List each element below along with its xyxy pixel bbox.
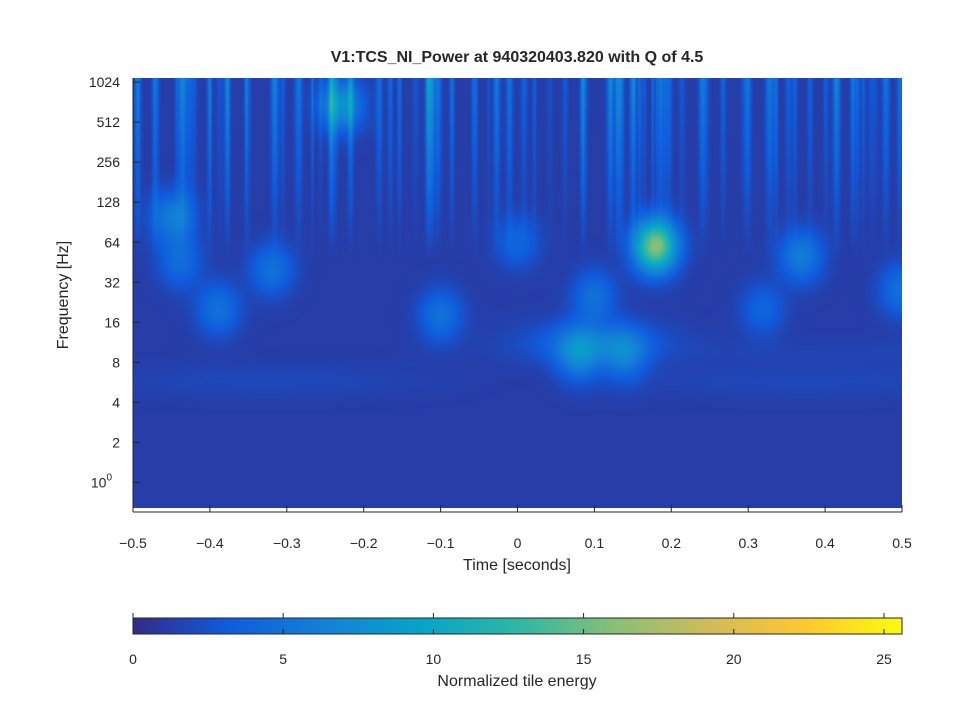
colorbar-tick-label: 20 <box>726 651 742 667</box>
heatmap-image <box>133 78 902 512</box>
plot-area <box>133 78 902 512</box>
y-tick-label: 1024 <box>89 74 120 90</box>
y-tick-label: 100 <box>91 472 113 490</box>
y-tick-label: 8 <box>112 354 120 370</box>
y-axis-label: Frequency [Hz] <box>55 241 72 349</box>
y-tick-label: 256 <box>97 154 121 170</box>
chart-title: V1:TCS_NI_Power at 940320403.820 with Q … <box>331 49 704 66</box>
x-axis-ticks: −0.5 −0.4 −0.3 −0.2 −0.1 0 0.1 0.2 0.3 0.4 0.5 <box>119 505 912 551</box>
x-tick-label: 0.1 <box>585 535 605 551</box>
x-tick-label: −0.2 <box>350 535 378 551</box>
colorbar-gradient <box>132 617 903 635</box>
colorbar-tick-label: 10 <box>426 651 442 667</box>
x-tick-label: −0.3 <box>273 535 301 551</box>
y-axis-ticks: 1024 512 256 128 64 32 16 8 4 2 100 <box>89 74 140 490</box>
colorbar-tick-label: 25 <box>876 651 892 667</box>
x-tick-label: −0.4 <box>196 535 224 551</box>
y-tick-label: 16 <box>104 314 120 330</box>
y-tick-label: 512 <box>97 114 121 130</box>
colorbar-tick-label: 5 <box>279 651 287 667</box>
colorbar-label: Normalized tile energy <box>437 673 596 690</box>
y-tick-label: 64 <box>104 234 120 250</box>
x-tick-label: 0.3 <box>738 535 758 551</box>
x-tick-label: −0.1 <box>427 535 455 551</box>
x-tick-label: 0.4 <box>815 535 835 551</box>
x-tick-label: 0 <box>514 535 522 551</box>
x-tick-label: −0.5 <box>119 535 147 551</box>
colorbar-tick-label: 15 <box>576 651 592 667</box>
y-tick-label: 2 <box>112 434 120 450</box>
colorbar: 0 5 10 15 20 25 Normalized tile energy <box>129 613 903 690</box>
y-tick-label: 32 <box>104 274 120 290</box>
y-tick-label: 4 <box>112 394 120 410</box>
colorbar-ticks: 0 5 10 15 20 25 <box>129 613 892 667</box>
x-axis-label: Time [seconds] <box>463 557 571 574</box>
x-tick-label: 0.5 <box>892 535 912 551</box>
x-tick-label: 0.2 <box>662 535 682 551</box>
colorbar-tick-label: 0 <box>129 651 137 667</box>
y-tick-label: 128 <box>97 194 121 210</box>
